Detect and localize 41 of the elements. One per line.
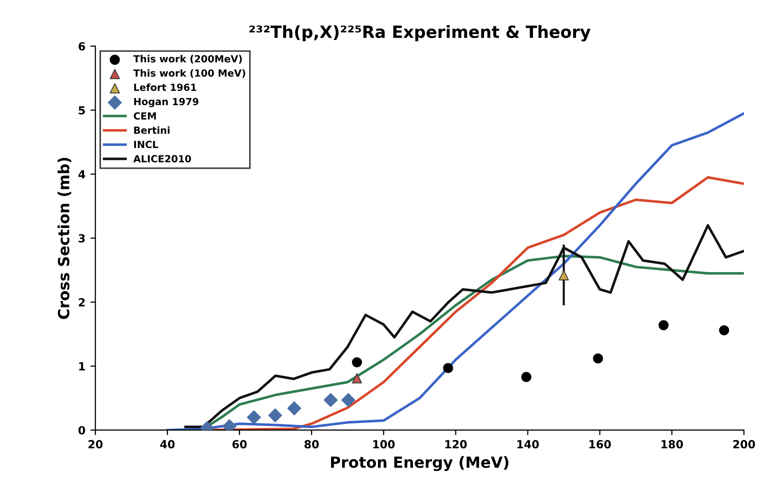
- point: [443, 362, 454, 374]
- x-tick-label: 160: [589, 440, 611, 448]
- point: [352, 373, 362, 384]
- x-tick-label: 200: [733, 440, 755, 448]
- point: [246, 410, 261, 424]
- legend-label: Bertini: [134, 126, 170, 134]
- legend-label: This work (100 MeV): [133, 69, 246, 78]
- y-tick-label: 6: [78, 42, 86, 51]
- point: [352, 357, 362, 368]
- legend-label: ALICE2010: [133, 155, 191, 162]
- y-tick-label: 5: [78, 106, 85, 115]
- point: [268, 408, 282, 422]
- legend-label: Lefort 1961: [134, 83, 196, 91]
- point: [558, 270, 569, 280]
- point: [521, 372, 532, 382]
- y-tick-label: 4: [78, 170, 86, 178]
- x-tick-label: 20: [88, 440, 103, 448]
- x-tick-label: 40: [160, 440, 175, 448]
- y-tick-label: 2: [78, 298, 85, 306]
- point: [287, 401, 302, 416]
- point: [341, 393, 356, 408]
- legend-label: INCL: [134, 140, 158, 148]
- x-tick-label: 120: [445, 440, 467, 448]
- y-tick-label: 1: [79, 362, 85, 370]
- y-tick-label: 3: [78, 234, 85, 243]
- legend-label: Hogan 1979: [134, 98, 198, 108]
- point: [324, 393, 338, 408]
- x-axis-title: Proton Energy (MeV): [331, 456, 508, 472]
- x-tick-label: 100: [373, 440, 395, 448]
- y-tick-label: 0: [78, 426, 86, 434]
- point: [658, 320, 669, 330]
- x-tick-label: 180: [662, 440, 683, 448]
- x-tick-label: 60: [232, 440, 247, 448]
- legend-label: This work (200MeV): [133, 54, 242, 64]
- x-tick-label: 140: [517, 440, 539, 448]
- point: [592, 353, 604, 364]
- point: [719, 325, 730, 336]
- y-axis-title: Cross Section (mb): [58, 158, 72, 319]
- x-tick-label: 80: [304, 440, 319, 448]
- legend-label: CEM: [134, 112, 156, 120]
- chart-title: ²³²Th(p,X)²²⁵Ra Experiment & Theory: [249, 25, 590, 42]
